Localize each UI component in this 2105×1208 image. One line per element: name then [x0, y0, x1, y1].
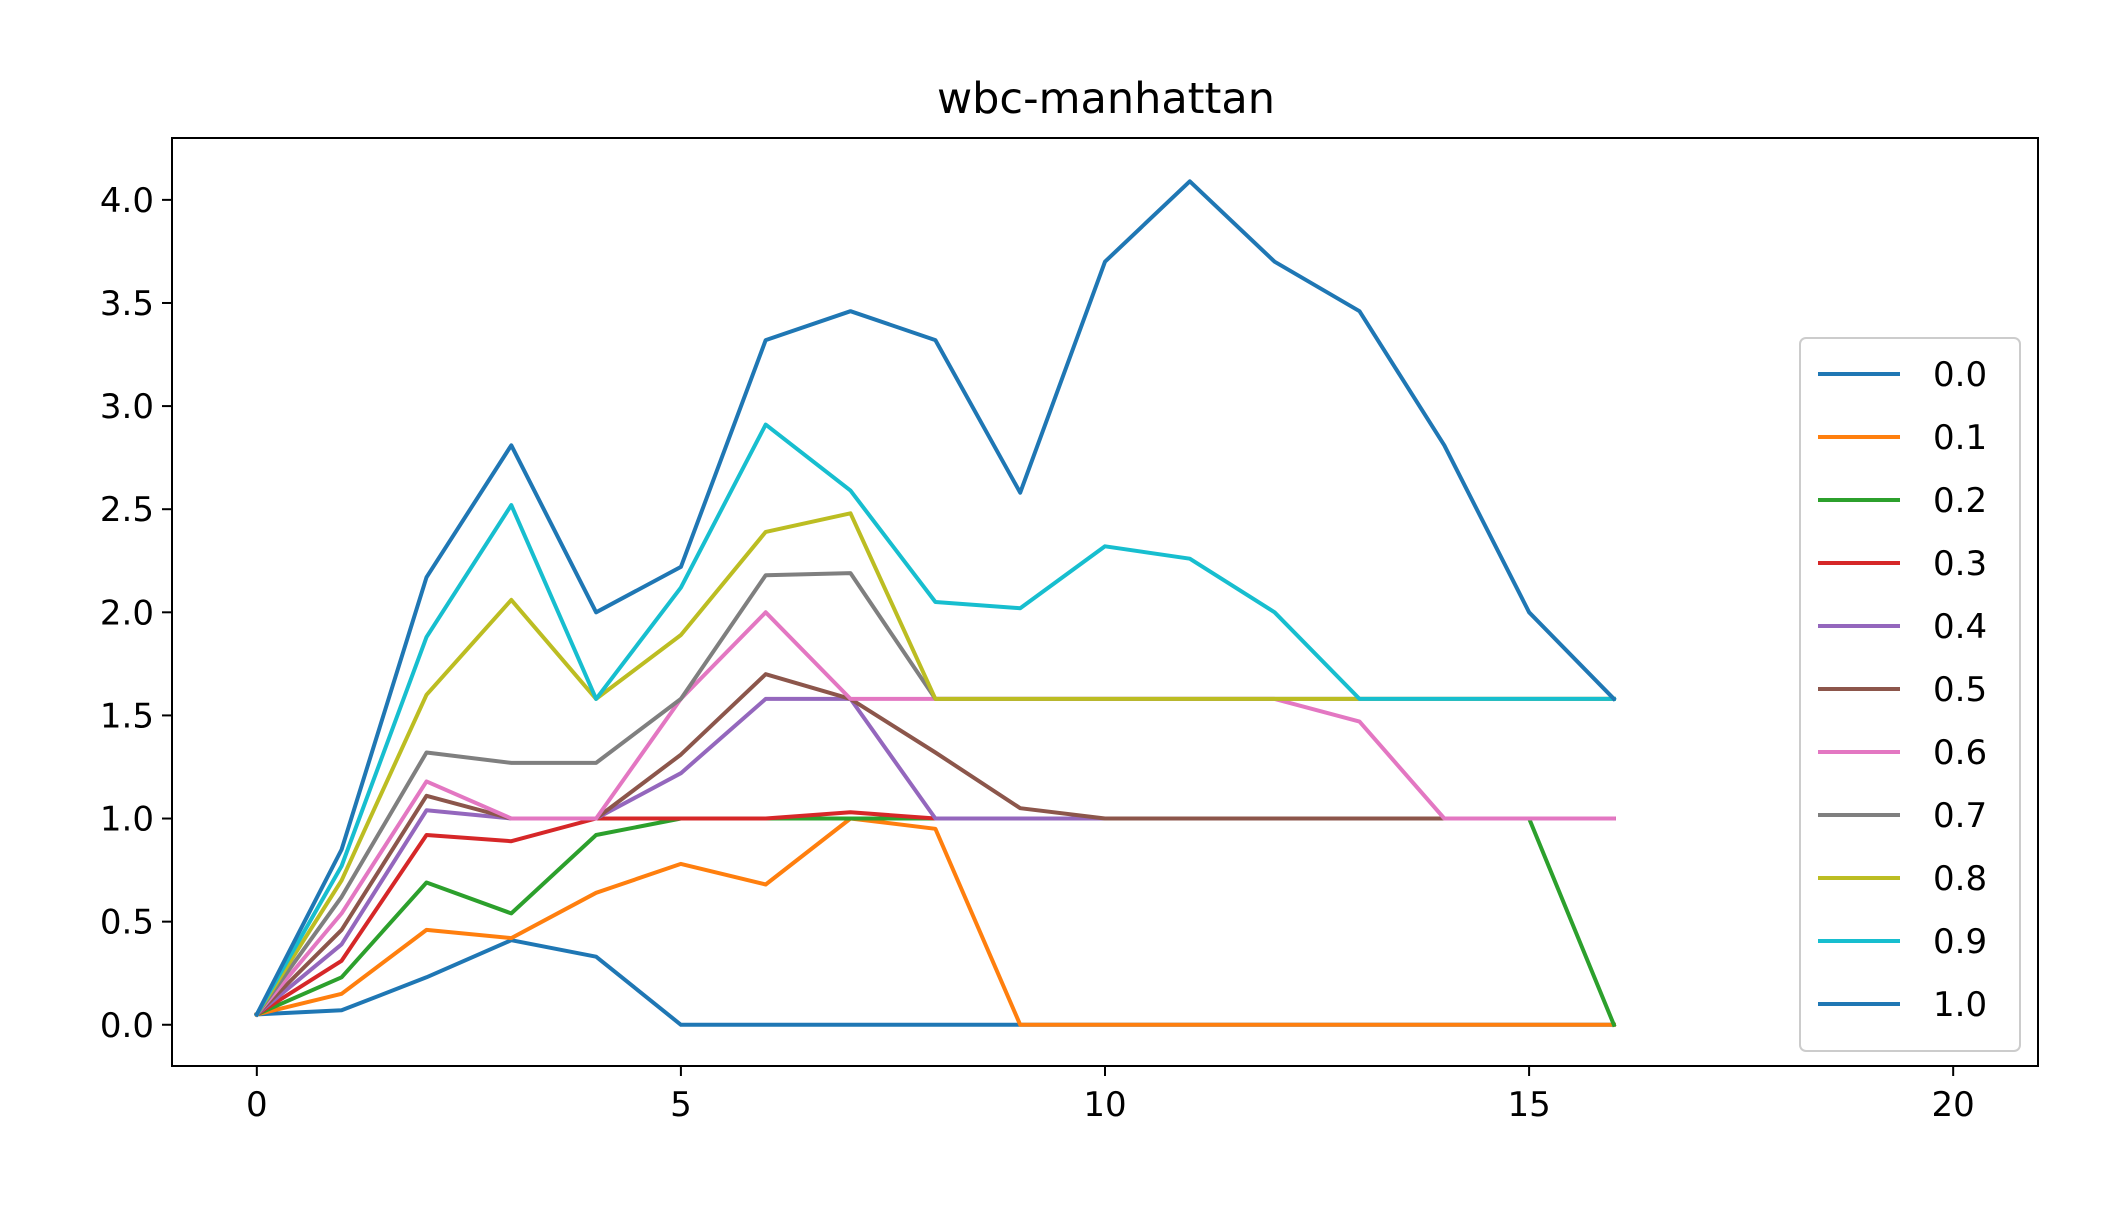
legend-label-0.5: 0.5 — [1933, 670, 1987, 710]
y-tick-label: 0.5 — [100, 903, 154, 943]
y-tick-label: 2.0 — [100, 593, 154, 633]
x-tick-label: 0 — [246, 1085, 268, 1125]
series-layer — [253, 179, 1617, 1028]
y-tick-label: 1.5 — [100, 696, 154, 736]
legend-label-0.0: 0.0 — [1933, 355, 1987, 395]
chart-title: wbc-manhattan — [937, 74, 1275, 124]
legend-label-0.7: 0.7 — [1933, 796, 1987, 836]
y-tick-label: 3.0 — [100, 387, 154, 427]
y-tick-label: 0.0 — [100, 1006, 154, 1046]
legend-label-0.1: 0.1 — [1933, 418, 1987, 458]
y-tick-label: 3.5 — [100, 284, 154, 324]
y-tick-label: 4.0 — [100, 181, 154, 221]
series-line-1.0 — [254, 179, 1617, 1018]
legend-label-0.4: 0.4 — [1933, 607, 1987, 647]
legend-box — [1799, 337, 2021, 1052]
x-axis: 0 5 10 15 20 — [246, 1066, 1975, 1125]
y-axis: 0.0 0.5 1.0 1.5 2.0 2.5 3.0 3.5 4.0 — [100, 181, 172, 1046]
x-tick-label: 20 — [1932, 1085, 1975, 1125]
series-line-0.5 — [253, 672, 1616, 1018]
legend-label-0.8: 0.8 — [1933, 859, 1987, 899]
series-line-0.1 — [254, 816, 1616, 1027]
legend-label-0.6: 0.6 — [1933, 733, 1987, 773]
legend-label-0.9: 0.9 — [1933, 922, 1987, 962]
legend-label-0.3: 0.3 — [1933, 544, 1987, 584]
x-tick-label: 10 — [1083, 1085, 1126, 1125]
series-line-0.9 — [254, 422, 1616, 1018]
x-tick-label: 5 — [670, 1085, 692, 1125]
legend: 0.0 0.1 0.2 0.3 0.4 0.5 0.6 0.7 0.8 0.9 1.0 — [1799, 337, 2021, 1052]
y-tick-label: 2.5 — [100, 490, 154, 530]
legend-label-0.2: 0.2 — [1933, 481, 1987, 521]
x-tick-label: 15 — [1507, 1085, 1550, 1125]
legend-label-1.0: 1.0 — [1933, 985, 1987, 1025]
y-tick-label: 1.0 — [100, 800, 154, 840]
